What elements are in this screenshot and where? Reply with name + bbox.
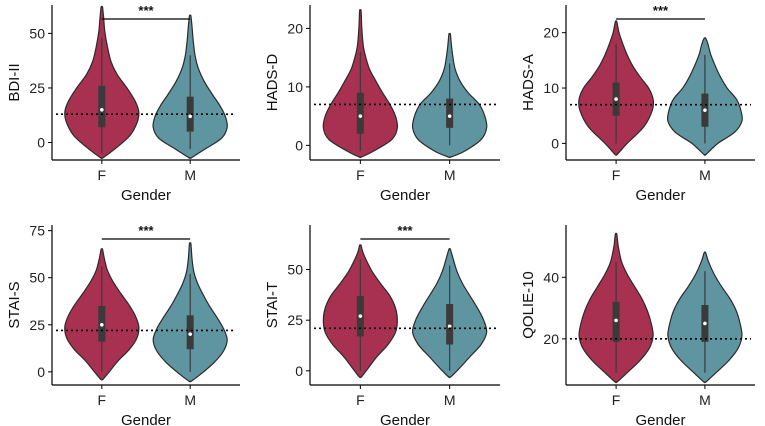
y-tick-label: 0 xyxy=(295,363,303,379)
x-tick-label: M xyxy=(184,392,196,408)
y-tick-label: 10 xyxy=(287,79,303,95)
x-axis-label: Gender xyxy=(635,187,685,204)
x-axis-label: Gender xyxy=(380,412,430,426)
violin-f xyxy=(64,5,140,160)
x-tick-label: F xyxy=(98,167,107,183)
x-tick-label: F xyxy=(612,167,621,183)
y-tick-label: 25 xyxy=(29,80,45,96)
significance-label: *** xyxy=(138,223,154,238)
x-tick-label: M xyxy=(699,392,711,408)
median-point xyxy=(447,114,452,118)
median-point xyxy=(447,324,452,329)
violin-m xyxy=(411,32,488,159)
y-tick-label: 50 xyxy=(29,25,45,41)
violin-m xyxy=(152,14,228,160)
panel-qolie-10: 20 40 F M Gender QOLIE-10 xyxy=(520,225,755,426)
x-tick-label: F xyxy=(356,392,365,408)
y-tick-label: 20 xyxy=(543,331,559,347)
y-tick-label: 75 xyxy=(29,223,45,239)
panel-stai-s: 0 25 50 75 F M Gender STAI-S *** xyxy=(6,223,240,426)
median-point xyxy=(188,332,192,336)
y-tick-label: 10 xyxy=(543,80,559,96)
y-tick-label: 20 xyxy=(287,20,303,36)
box-iqr xyxy=(186,96,194,132)
y-tick-label: 0 xyxy=(37,135,45,151)
violin-f xyxy=(322,8,399,159)
box-iqr xyxy=(446,303,454,345)
median-point xyxy=(703,321,707,326)
median-point xyxy=(100,107,104,112)
y-tick-label: 50 xyxy=(287,262,303,278)
y-axis-label: HADS-A xyxy=(520,54,537,111)
significance-label: *** xyxy=(397,223,413,238)
y-tick-label: 20 xyxy=(543,25,559,41)
y-tick-label: 0 xyxy=(295,137,303,153)
significance-label: *** xyxy=(138,3,154,18)
y-tick-label: 25 xyxy=(29,317,45,333)
y-tick-label: 40 xyxy=(543,269,559,285)
box-iqr xyxy=(98,85,106,128)
violin-f xyxy=(578,232,654,384)
x-tick-label: F xyxy=(356,167,365,183)
y-tick-label: 25 xyxy=(287,312,303,328)
violin-m xyxy=(152,242,228,383)
median-point xyxy=(358,114,363,118)
panel-hads-d: 0 10 20 F M Gender HADS-D xyxy=(264,5,500,204)
x-tick-label: F xyxy=(612,392,621,408)
x-tick-label: M xyxy=(444,392,456,408)
x-tick-label: M xyxy=(444,167,456,183)
x-axis-label: Gender xyxy=(121,187,171,204)
x-tick-label: M xyxy=(184,167,196,183)
y-axis-label: QOLIE-10 xyxy=(520,271,537,339)
violin-m xyxy=(411,247,488,379)
violin-f xyxy=(322,244,398,379)
violin-f xyxy=(578,20,655,156)
median-point xyxy=(703,108,707,112)
x-axis-label: Gender xyxy=(635,412,685,426)
box-iqr xyxy=(446,98,454,128)
x-tick-label: F xyxy=(98,392,107,408)
y-tick-label: 50 xyxy=(29,270,45,286)
box-iqr xyxy=(356,92,364,134)
y-tick-label: 0 xyxy=(551,135,559,151)
y-tick-label: 0 xyxy=(37,364,45,380)
median-point xyxy=(188,114,192,119)
x-axis-label: Gender xyxy=(121,412,171,426)
y-axis-label: STAI-T xyxy=(264,282,281,328)
panel-bdi-ii: 0 25 50 F M Gender BDI-II *** xyxy=(6,3,240,204)
median-point xyxy=(614,318,618,323)
median-point xyxy=(614,97,618,101)
panel-stai-t: 0 25 50 F M Gender STAI-T *** xyxy=(264,223,500,426)
y-axis-label: HADS-D xyxy=(264,54,281,112)
violin-m xyxy=(667,251,743,384)
panel-hads-a: 0 10 20 F M Gender HADS-A *** xyxy=(520,3,755,204)
median-point xyxy=(100,322,104,327)
median-point xyxy=(358,314,363,318)
violin-f xyxy=(64,248,140,381)
x-tick-label: M xyxy=(699,167,711,183)
violin-m xyxy=(666,37,743,156)
x-axis-label: Gender xyxy=(380,187,430,204)
y-axis-label: STAI-S xyxy=(6,281,23,328)
y-axis-label: BDI-II xyxy=(6,63,23,101)
box-iqr xyxy=(186,315,194,350)
significance-label: *** xyxy=(653,3,669,18)
